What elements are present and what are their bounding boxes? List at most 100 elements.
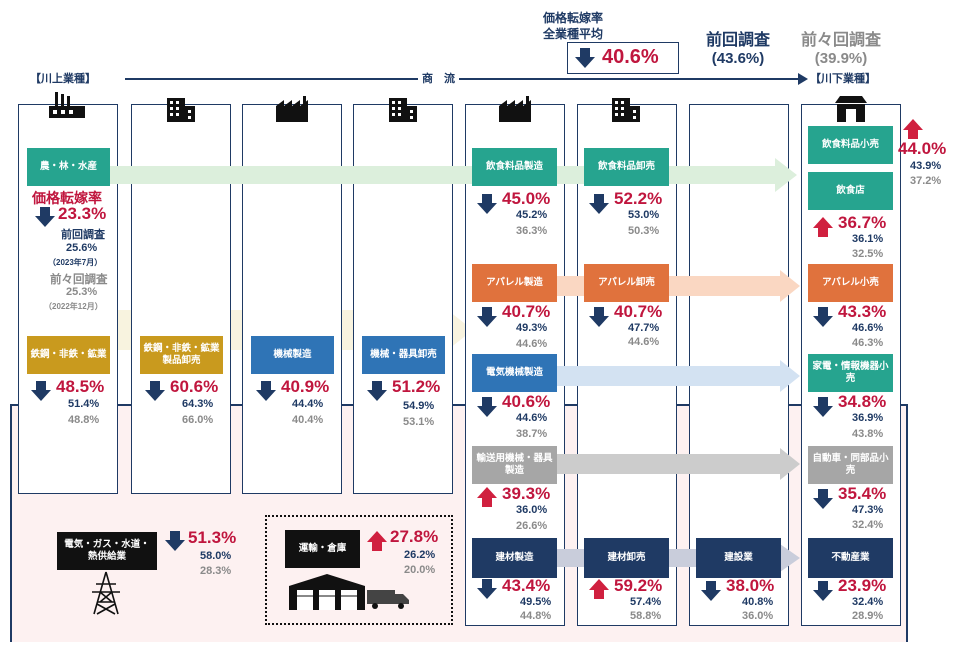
prev2-survey-value: (39.9%) (814, 50, 868, 67)
machinery-down-arrow-icon (255, 380, 277, 402)
apparel-wholesale-prev: 47.7% (628, 322, 660, 334)
sector-food-retail-box: 飲食料品小売 (808, 126, 893, 164)
average-box: 40.6% (567, 42, 679, 74)
sector-machinery-wholesale-box: 機械・器具卸売 (362, 336, 445, 374)
restaurant-up-arrow-icon (812, 216, 834, 238)
utilities-rate: 51.3% (188, 528, 237, 547)
legend-prev: 25.6% (66, 242, 98, 254)
apparel-retail-prev: 46.6% (852, 322, 884, 334)
legend-prev2-date: （2022年12月） (44, 302, 103, 311)
prev-survey: 前回調査 (43.6%) (706, 26, 770, 67)
electric-retail-prev: 36.9% (852, 412, 884, 424)
restaurant-prev2: 32.5% (852, 248, 884, 260)
food-mfg-down-arrow-icon (476, 193, 498, 215)
building-mfg-prev: 49.5% (520, 596, 552, 608)
average-rate: 40.6% (602, 46, 659, 68)
machinery-wholesale-prev2: 53.1% (403, 416, 435, 428)
construction-rate: 38.0% (726, 576, 775, 595)
sector-logistics-box: 運輸・倉庫 (285, 530, 360, 568)
warehouse-icon (289, 574, 365, 610)
sector-food-mfg-box: 飲食料品製造 (472, 148, 557, 186)
steel-rate: 48.5% (56, 377, 105, 396)
transport-mfg-rate: 39.3% (502, 484, 551, 503)
average-title-line2: 全業種平均 (543, 27, 604, 42)
logistics-rate: 27.8% (390, 527, 439, 546)
prev-survey-title: 前回調査 (706, 32, 771, 49)
transport-mfg-prev2: 26.6% (516, 520, 548, 532)
food-retail-rate: 44.0% (898, 139, 947, 158)
sector-utilities-box: 電気・ガス・水道・熱供給業 (57, 532, 157, 570)
food-mfg-rate: 45.0% (502, 189, 551, 208)
sector-steel-wholesale-box: 鉄鋼・非鉄・鉱業製品卸売 (140, 336, 223, 374)
flow-label: 商 流 (418, 70, 459, 86)
auto-retail-rate: 35.4% (838, 484, 887, 503)
logistics-up-arrow-icon (366, 530, 388, 552)
electric-mfg-prev: 44.6% (516, 412, 548, 424)
truck-icon (367, 590, 409, 609)
food-retail-prev2: 37.2% (910, 175, 942, 187)
sector-food-wholesale-box: 飲食料品卸売 (584, 148, 669, 186)
apparel-wholesale-down-arrow-icon (588, 306, 610, 328)
sector-apparel-wholesale-box: アパレル卸売 (584, 264, 669, 302)
construction-down-arrow-icon (700, 580, 722, 602)
machinery-wholesale-prev: 54.9% (403, 400, 435, 412)
apparel-wholesale-rate: 40.7% (614, 302, 663, 321)
building-wholesale-prev2: 58.8% (630, 610, 662, 622)
legend-rate: 23.3% (58, 204, 107, 223)
sector-apparel-mfg-box: アパレル製造 (472, 264, 557, 302)
machinery-wholesale-rate: 51.2% (392, 377, 441, 396)
sector-electric-mfg-box: 電気機械製造 (472, 354, 557, 392)
building-mfg-rate: 43.4% (502, 576, 551, 595)
utilities-prev2: 28.3% (200, 565, 232, 577)
construction-prev: 40.8% (742, 596, 774, 608)
legend-prev-date: （2023年7月） (48, 258, 103, 267)
office-building-icon-3 (612, 98, 640, 122)
food-wholesale-prev: 53.0% (628, 209, 660, 221)
restaurant-rate: 36.7% (838, 213, 887, 232)
band-electric (540, 360, 800, 392)
machinery-rate: 40.9% (281, 377, 330, 396)
electric-retail-prev2: 43.8% (852, 428, 884, 440)
building-mfg-prev2: 44.8% (520, 610, 552, 622)
steel-wholesale-prev: 64.3% (182, 398, 214, 410)
utilities-prev: 58.0% (200, 550, 232, 562)
building-wholesale-up-arrow-icon (588, 578, 610, 600)
sector-construction-box: 建設業 (696, 538, 781, 578)
factory-smoke-icon (49, 92, 85, 118)
legend-prev2-title: 前々回調査 (50, 274, 108, 286)
real-estate-prev: 32.4% (852, 596, 884, 608)
legend-prev2: 25.3% (66, 286, 98, 298)
sector-steel-box: 鉄鋼・非鉄・鉱業 (27, 336, 110, 374)
electric-mfg-down-arrow-icon (476, 396, 498, 418)
sector-building-wholesale-box: 建材卸売 (584, 538, 669, 578)
food-wholesale-prev2: 50.3% (628, 225, 660, 237)
auto-retail-prev2: 32.4% (852, 519, 884, 531)
apparel-retail-down-arrow-icon (812, 306, 834, 328)
flow-line (125, 78, 805, 80)
office-building-icon-2 (389, 98, 417, 122)
legend-rate-label: 価格転嫁率 (32, 190, 102, 206)
steel-down-arrow-icon (30, 380, 52, 402)
auto-retail-prev: 47.3% (852, 504, 884, 516)
power-tower-icon (92, 571, 120, 615)
utilities-down-arrow-icon (164, 530, 186, 552)
building-wholesale-rate: 59.2% (614, 576, 663, 595)
construction-prev2: 36.0% (742, 610, 774, 622)
sector-machinery-box: 機械製造 (251, 336, 334, 374)
electric-retail-rate: 34.8% (838, 392, 887, 411)
restaurant-prev: 36.1% (852, 233, 884, 245)
food-mfg-prev: 45.2% (516, 209, 548, 221)
food-wholesale-down-arrow-icon (588, 193, 610, 215)
band-food (85, 158, 797, 192)
logistics-prev2: 20.0% (404, 564, 436, 576)
sector-apparel-retail-box: アパレル小売 (808, 264, 893, 302)
steel-prev2: 48.8% (68, 414, 100, 426)
average-title: 価格転嫁率 全業種平均 (543, 10, 603, 42)
food-retail-up-arrow-icon (902, 118, 924, 140)
building-mfg-down-arrow-icon (476, 578, 498, 600)
sector-auto-retail-box: 自動車・同部品小売 (808, 446, 893, 484)
sector-restaurant-box: 飲食店 (808, 172, 893, 210)
sector-agri-box: 農・林・水産 (27, 148, 110, 186)
food-retail-prev: 43.9% (910, 160, 942, 172)
transport-mfg-prev: 36.0% (516, 504, 548, 516)
